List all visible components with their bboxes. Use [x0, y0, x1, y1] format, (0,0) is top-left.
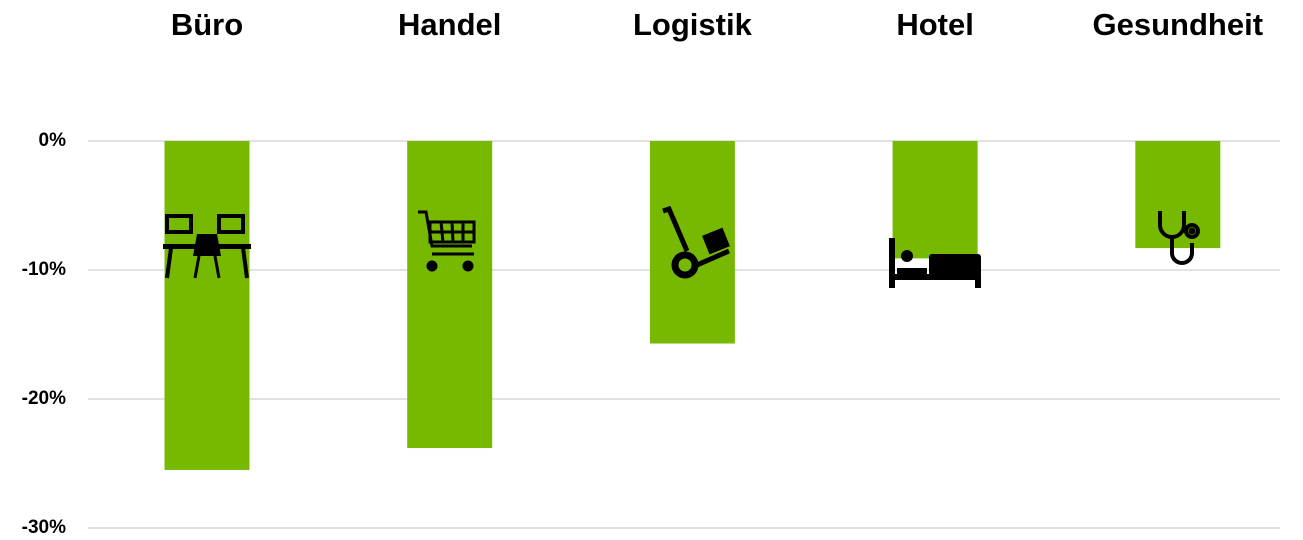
bed-icon [889, 238, 981, 288]
y-tick-label: 0% [39, 130, 67, 151]
cart-icon [418, 210, 476, 272]
bar [892, 141, 978, 259]
category-label: Gesundheit [1093, 7, 1264, 42]
y-tick-label: -30% [22, 517, 66, 538]
category-label: Büro [171, 7, 243, 42]
stethoscope-icon [1158, 211, 1200, 265]
category-label: Handel [398, 7, 501, 42]
y-tick-label: -10% [22, 259, 66, 280]
office-icon [163, 214, 251, 279]
bar [164, 141, 250, 470]
category-label: Hotel [896, 7, 974, 42]
bar [407, 141, 493, 449]
hand-truck-icon [662, 205, 731, 279]
category-label: Logistik [633, 7, 753, 42]
bar [1135, 141, 1221, 249]
plot-area: 0% -10% -20% -30% Büro Handel Logistik Hotel Ges… [22, 7, 1280, 538]
icons [163, 205, 1200, 288]
y-tick-label: -20% [22, 388, 66, 409]
